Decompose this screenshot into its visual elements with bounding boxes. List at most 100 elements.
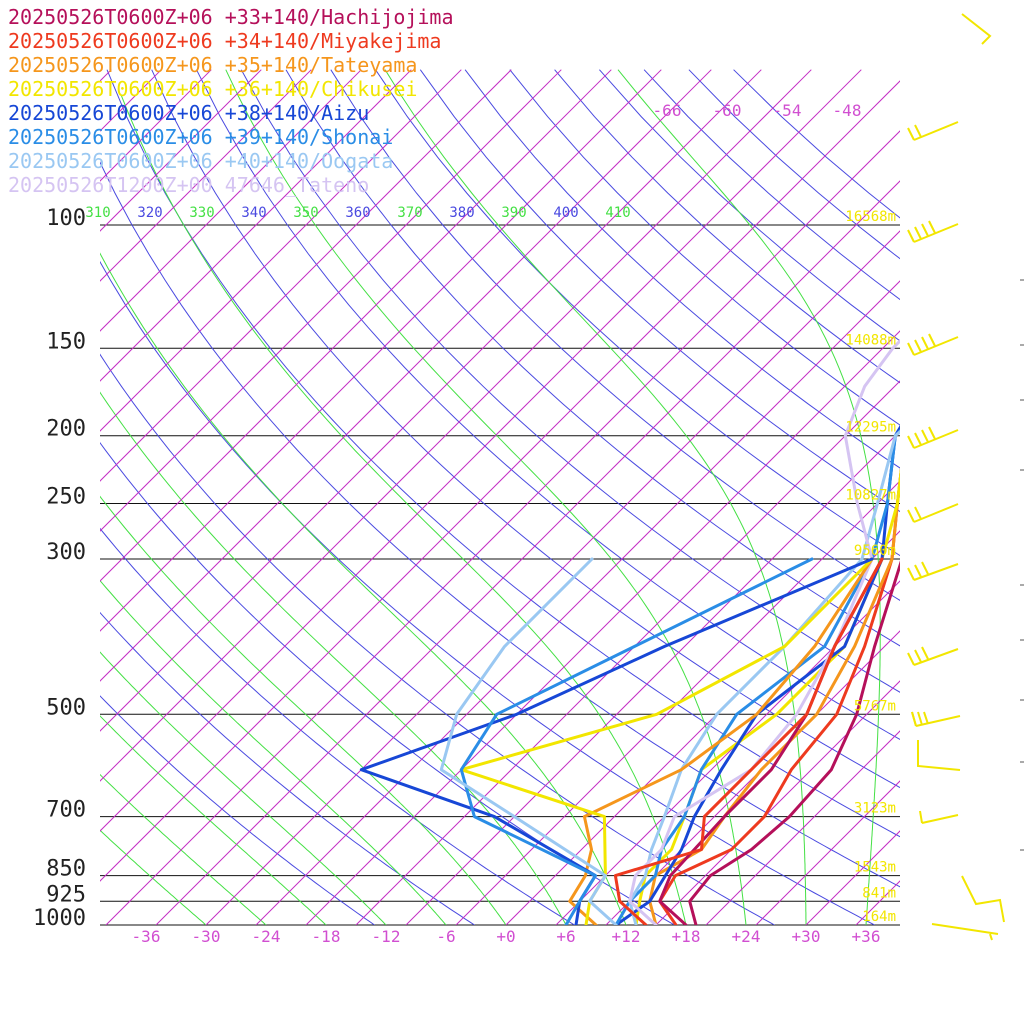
- isotherm-line: [605, 630, 900, 925]
- isotherm-line: [805, 830, 900, 925]
- height-label: 3123m: [854, 801, 896, 817]
- wind-barb: [917, 740, 961, 771]
- wind-barb-flag: [928, 426, 936, 440]
- wind-barb-staff: [919, 810, 959, 824]
- dry-adiabat-line: [240, 69, 900, 693]
- isotherm-line: [100, 69, 362, 332]
- wind-barb-flag: [907, 509, 915, 523]
- wind-barb-flag: [914, 124, 922, 138]
- wind-barb-flag: [914, 226, 922, 240]
- dry-adiabat-line: [151, 69, 900, 789]
- theta-label: 400: [553, 205, 578, 221]
- axis-labels: 100 16568m 150 14088m 200 12295m 250 10827m 300 9…: [33, 101, 896, 946]
- wind-barb-staff: [913, 223, 959, 243]
- legend-entry: 20250526T0600Z+06 +36+140/Chikusei: [8, 77, 417, 101]
- moist-adiabat-line: [100, 715, 327, 925]
- sounding-profiles: [359, 338, 900, 925]
- isotherm-line: [105, 130, 900, 925]
- wind-barb: [961, 13, 992, 45]
- isotherm-line: [100, 69, 312, 282]
- wind-barb: [907, 220, 959, 243]
- height-label: 164m: [862, 909, 896, 925]
- wind-barb-flag: [907, 652, 915, 666]
- dry-adiabat-line: [100, 161, 900, 888]
- height-label: 16568m: [845, 209, 896, 225]
- wind-barb-staff: [913, 648, 959, 666]
- isotherm-top-label: -60: [713, 101, 742, 120]
- legend-entry: 20250526T0600Z+06 +34+140/Miyakejima: [8, 29, 441, 53]
- isotherm-line: [555, 580, 900, 925]
- temperature-tick-label: +12: [612, 927, 641, 946]
- pressure-label: 700: [46, 798, 86, 823]
- wind-barb-flag: [914, 339, 922, 353]
- dry-adiabat-line: [100, 260, 875, 925]
- wind-barb-flag: [907, 342, 915, 356]
- dry-adiabat-line: [196, 69, 900, 741]
- wind-barb-flag: [928, 333, 936, 347]
- theta-label: 330: [189, 205, 214, 221]
- isotherm-line: [305, 330, 900, 925]
- wind-barb-staff: [913, 503, 959, 523]
- isotherm-line: [100, 69, 762, 732]
- moist-adiabat-line: [100, 495, 507, 925]
- wind-barb-staff: [913, 429, 959, 449]
- isotherm-top-label: -66: [653, 101, 682, 120]
- wind-barb-flag: [914, 506, 922, 520]
- temperature-tick-label: -18: [312, 927, 341, 946]
- pressure-label: 200: [46, 417, 86, 442]
- isotherm-line: [100, 69, 512, 482]
- wind-barb-staff: [913, 121, 959, 141]
- temperature-tick-label: +0: [496, 927, 515, 946]
- wind-barb-flag: [907, 567, 915, 581]
- isotherm-line: [100, 69, 862, 832]
- wind-barb-staff: [961, 875, 1005, 923]
- pressure-label: 1000: [33, 906, 86, 931]
- wind-barb-flag: [907, 229, 915, 243]
- isotherm-line: [956, 70, 1024, 925]
- wind-barb: [907, 121, 959, 141]
- moist-adiabat-line: [100, 773, 267, 925]
- isotherm-line: [100, 69, 712, 682]
- temperature-tick-label: -24: [252, 927, 281, 946]
- wind-barb-flag: [921, 646, 929, 660]
- moist-adiabat-line: [617, 69, 881, 925]
- isotherm-top-label: -48: [833, 101, 862, 120]
- wind-barb-flag: [914, 649, 922, 663]
- dry-adiabat-line: [100, 527, 575, 925]
- theta-label: 310: [85, 205, 110, 221]
- isotherm-line: [906, 70, 1024, 925]
- theta-label: 350: [293, 205, 318, 221]
- isotherm-line: [205, 230, 900, 925]
- wind-barbs: [907, 13, 1024, 941]
- wind-barb-staff: [913, 563, 959, 581]
- temperature-tick-label: +6: [556, 927, 575, 946]
- isotherm-line: [755, 780, 900, 925]
- theta-label: 380: [449, 205, 474, 221]
- height-label: 5767m: [854, 698, 896, 714]
- wind-barb-flag: [914, 564, 922, 578]
- wind-barb-flag: [921, 429, 929, 443]
- temperature-profile-line: [688, 560, 900, 925]
- isotherm-top-label: -54: [773, 101, 802, 120]
- theta-label: 410: [605, 205, 630, 221]
- theta-label: 320: [137, 205, 162, 221]
- dry-adiabat-line: [285, 69, 900, 647]
- temperature-profile-line: [628, 429, 900, 925]
- height-label: 1543m: [854, 860, 896, 876]
- pressure-label: 250: [46, 485, 86, 510]
- legend-entry: 20250526T1200Z+00 47646_Tateno: [8, 173, 369, 197]
- isotherm-line: [100, 69, 812, 782]
- isotherm-line: [100, 69, 412, 382]
- isotherm-line: [100, 69, 612, 582]
- pressure-label: 150: [46, 329, 86, 354]
- isotherm-line: [0, 70, 11, 925]
- height-label: 9560m: [854, 543, 896, 559]
- theta-label: 370: [397, 205, 422, 221]
- temperature-tick-label: +30: [792, 927, 821, 946]
- moist-adiabat-line: [100, 651, 387, 925]
- isotherm-line: [1006, 70, 1024, 925]
- moist-adiabat-line: [100, 579, 447, 925]
- legend-entry: 20250526T0600Z+06 +39+140/Shonai: [8, 125, 393, 149]
- wind-barb: [919, 810, 959, 824]
